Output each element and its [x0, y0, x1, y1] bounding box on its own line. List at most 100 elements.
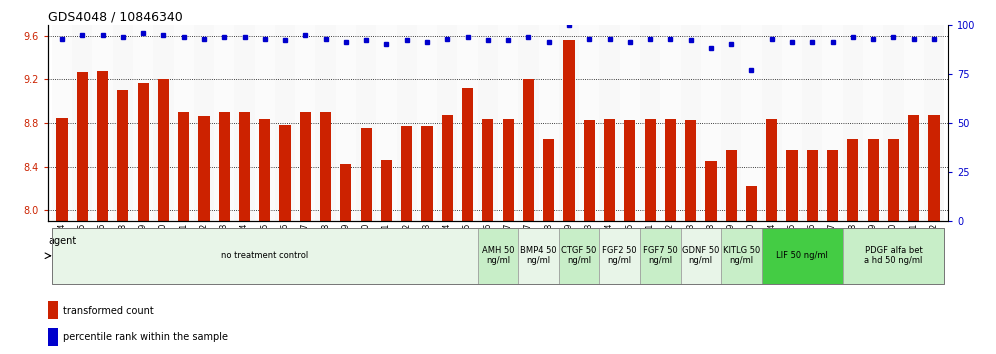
Text: PDGF alfa bet
a hd 50 ng/ml: PDGF alfa bet a hd 50 ng/ml [865, 246, 922, 266]
Bar [762, 25, 782, 221]
Text: no treatment control: no treatment control [221, 251, 309, 260]
Bar [356, 25, 376, 221]
Bar [827, 150, 839, 221]
Bar [644, 119, 655, 221]
Bar [417, 25, 437, 221]
Bar [843, 228, 944, 284]
Bar [559, 25, 579, 221]
Bar [705, 161, 716, 221]
Bar [153, 25, 173, 221]
Bar [295, 25, 316, 221]
Bar [584, 120, 595, 221]
Bar [903, 25, 924, 221]
Bar [600, 228, 640, 284]
Text: GDS4048 / 10846340: GDS4048 / 10846340 [48, 11, 182, 24]
Bar [259, 119, 270, 221]
Bar [883, 25, 903, 221]
Bar [316, 25, 336, 221]
Bar [503, 119, 514, 221]
Bar [539, 25, 559, 221]
Bar [600, 25, 620, 221]
Bar [498, 25, 518, 221]
Bar [336, 25, 356, 221]
Bar [93, 25, 113, 221]
Bar [280, 125, 291, 221]
Bar [380, 160, 392, 221]
Text: BMP4 50
ng/ml: BMP4 50 ng/ml [520, 246, 557, 266]
Bar [72, 25, 93, 221]
Text: percentile rank within the sample: percentile rank within the sample [64, 332, 228, 342]
Bar [604, 119, 616, 221]
Bar [848, 139, 859, 221]
Text: GDNF 50
ng/ml: GDNF 50 ng/ml [682, 246, 719, 266]
Bar [660, 25, 680, 221]
Bar [48, 328, 58, 346]
Bar [685, 120, 696, 221]
Text: CTGF 50
ng/ml: CTGF 50 ng/ml [562, 246, 597, 266]
Bar [928, 115, 939, 221]
Bar [214, 25, 234, 221]
Bar [198, 116, 209, 221]
Bar [559, 228, 600, 284]
Bar [437, 25, 457, 221]
Bar [680, 228, 721, 284]
Bar [441, 115, 453, 221]
Bar [401, 126, 412, 221]
Bar [462, 88, 473, 221]
Bar [52, 228, 478, 284]
Bar [478, 228, 518, 284]
Text: AMH 50
ng/ml: AMH 50 ng/ml [482, 246, 514, 266]
Bar [157, 79, 169, 221]
Bar [726, 150, 737, 221]
Bar [518, 228, 559, 284]
Bar [113, 25, 133, 221]
Bar [523, 79, 534, 221]
Bar [887, 139, 899, 221]
Bar [924, 25, 944, 221]
Bar [239, 112, 250, 221]
Bar [300, 112, 311, 221]
Bar [762, 228, 843, 284]
Bar [457, 25, 478, 221]
Text: FGF2 50
ng/ml: FGF2 50 ng/ml [603, 246, 637, 266]
Text: LIF 50 ng/ml: LIF 50 ng/ml [776, 251, 828, 260]
Bar [823, 25, 843, 221]
Text: FGF7 50
ng/ml: FGF7 50 ng/ml [642, 246, 677, 266]
Bar [746, 186, 757, 221]
Bar [721, 25, 741, 221]
Bar [57, 118, 68, 221]
Bar [194, 25, 214, 221]
Bar [807, 150, 818, 221]
Bar [543, 139, 555, 221]
Bar [421, 126, 432, 221]
Bar [178, 112, 189, 221]
Bar [219, 112, 230, 221]
Bar [396, 25, 417, 221]
Bar [640, 228, 680, 284]
Bar [320, 112, 332, 221]
Bar [255, 25, 275, 221]
Text: agent: agent [48, 236, 77, 246]
Bar [173, 25, 194, 221]
Bar [624, 120, 635, 221]
Bar [137, 82, 148, 221]
Bar [766, 119, 777, 221]
Bar [52, 25, 72, 221]
Bar [234, 25, 255, 221]
Bar [908, 115, 919, 221]
Bar [782, 25, 802, 221]
Bar [664, 119, 676, 221]
Bar [721, 228, 762, 284]
Bar [579, 25, 600, 221]
Bar [564, 40, 575, 221]
Bar [868, 139, 878, 221]
Bar [640, 25, 660, 221]
Bar [118, 90, 128, 221]
Bar [863, 25, 883, 221]
Bar [787, 150, 798, 221]
Bar [802, 25, 823, 221]
Bar [518, 25, 539, 221]
Bar [133, 25, 153, 221]
Bar [478, 25, 498, 221]
Text: KITLG 50
ng/ml: KITLG 50 ng/ml [723, 246, 760, 266]
